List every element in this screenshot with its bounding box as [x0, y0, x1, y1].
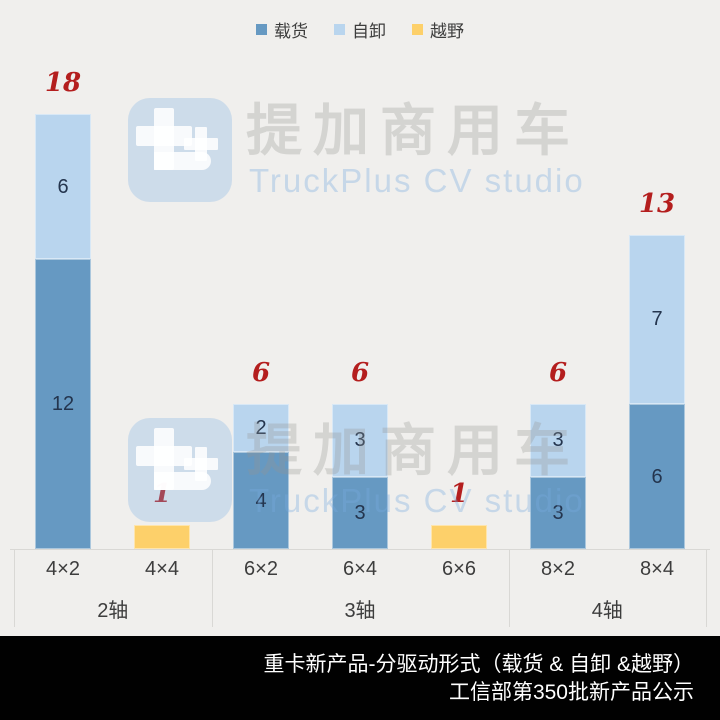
footer-banner: 重卡新产品-分驱动形式（载货 & 自卸 &越野） 工信部第350批新产品公示	[0, 636, 720, 720]
x-axis-category-label: 4×2	[46, 558, 80, 580]
legend-item: 越野	[412, 17, 464, 42]
bar-value-label: 6	[57, 175, 69, 198]
bar-total-label: 1	[152, 478, 172, 509]
bar-value-label: 4	[255, 489, 267, 512]
watermark-upper: 提加商用车 TruckPlus CV studio	[128, 98, 608, 206]
x-axis-category-label: 4×4	[145, 558, 179, 580]
legend-swatch-icon	[256, 23, 267, 35]
bar-segment	[530, 476, 586, 549]
x-axis-category-label: 6×2	[244, 558, 278, 580]
footer-title: 重卡新产品-分驱动形式（载货 & 自卸 &越野）	[263, 653, 694, 676]
watermark-logo-icon	[128, 98, 232, 202]
bar-total-label: 18	[44, 68, 82, 98]
bar-value-label: 3	[354, 429, 366, 452]
bar-total-label: 13	[638, 188, 676, 219]
bar-segment	[530, 404, 586, 477]
watermark-brand-text: 提加商用车	[246, 99, 581, 162]
legend-item: 载货	[256, 17, 308, 42]
bar-segment	[233, 452, 289, 549]
bar-value-label: 6	[651, 465, 663, 488]
bar-value-label: 7	[651, 308, 663, 331]
x-axis-category-label: 6×4	[343, 558, 377, 580]
x-axis-group-label: 3轴	[344, 600, 376, 622]
x-axis-category-label: 8×4	[640, 558, 674, 580]
bar-value-label: 3	[552, 429, 564, 452]
bar-value-label: 2	[255, 417, 267, 440]
bar-total-label: 6	[548, 358, 568, 388]
x-axis-group-divider	[211, 550, 213, 627]
x-axis-group-divider	[14, 550, 15, 627]
footer-subtitle: 工信部第350批新产品公示	[448, 681, 694, 704]
bar-value-label: 3	[354, 501, 366, 524]
x-axis-group-label: 2轴	[97, 600, 129, 622]
legend-swatch-icon	[334, 23, 345, 35]
bar-value-label: 12	[51, 393, 75, 415]
legend-label: 自卸	[352, 21, 386, 41]
x-axis-baseline	[10, 549, 710, 550]
x-axis-category-label: 6×6	[442, 558, 476, 580]
bar-segment	[35, 114, 91, 259]
bar-segment	[629, 234, 685, 404]
bar-value-label: 3	[552, 501, 564, 524]
bar-segment	[35, 259, 91, 549]
x-axis-group-divider	[508, 550, 510, 627]
bar-total-label: 1	[449, 478, 469, 509]
bar-segment	[233, 404, 289, 453]
bar-segment	[332, 476, 388, 549]
bar-total-label: 6	[350, 358, 370, 388]
legend-label: 越野	[430, 21, 464, 41]
legend-label: 载货	[274, 21, 308, 41]
x-axis-group-divider	[706, 550, 707, 627]
chart-legend: 载货 自卸 越野	[0, 16, 720, 42]
bar-segment	[332, 404, 388, 477]
bar-segment	[134, 524, 190, 549]
bar-segment	[629, 404, 685, 549]
x-axis-group-label: 4轴	[591, 600, 623, 622]
x-axis-category-label: 8×2	[541, 558, 575, 580]
legend-item: 自卸	[334, 17, 386, 42]
bar-segment	[431, 524, 487, 549]
bar-total-label: 6	[251, 358, 271, 388]
legend-swatch-icon	[412, 23, 423, 35]
watermark-studio-text: TruckPlus CV studio	[249, 162, 585, 199]
